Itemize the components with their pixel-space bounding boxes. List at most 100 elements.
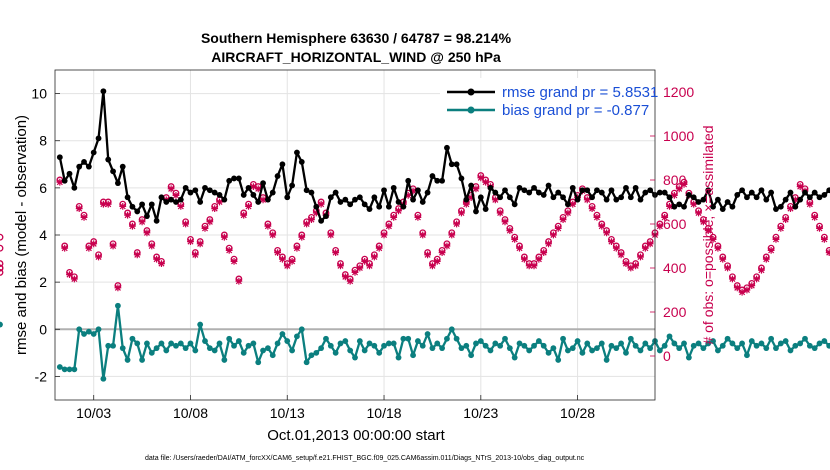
obs-assimilated-marker [346, 277, 354, 285]
rmse-point [410, 196, 416, 203]
rmse-point [153, 217, 160, 224]
rmse-point [361, 201, 368, 208]
obs-assimilated-marker [690, 200, 698, 208]
obs-assimilated-point [201, 225, 209, 232]
bias-point [516, 340, 523, 347]
rmse-point [284, 194, 291, 201]
rmse-point [821, 192, 828, 198]
obs-assimilated-point [554, 225, 562, 232]
obs-assimilated-marker [274, 249, 281, 256]
obs-assimilated-marker [583, 196, 591, 204]
bias-point [235, 338, 242, 344]
footnote: data file: /Users/raeder/DAI/ATM_forcXX/… [145, 455, 585, 462]
obs-assimilated-marker [782, 216, 790, 223]
rmse-point [221, 196, 228, 203]
rmse-point [753, 194, 760, 201]
obs-assimilated-marker [380, 231, 388, 239]
obs-assimilated-marker [724, 264, 731, 272]
rmse-point [323, 213, 329, 220]
obs-assimilated-marker [816, 225, 823, 232]
bias-point [511, 354, 518, 361]
rmse-point [260, 180, 266, 187]
obs-assimilated-marker [796, 183, 804, 190]
bias-point [298, 326, 305, 333]
rmse-point [255, 199, 262, 205]
obs-assimilated-point [670, 192, 678, 199]
obs-assimilated-point [70, 275, 78, 283]
bias-point [284, 338, 291, 344]
rmse-point [700, 196, 707, 203]
rmse-point [589, 194, 595, 201]
bias-point [163, 347, 170, 354]
rmse-point [487, 184, 494, 191]
obs-assimilated-marker [259, 196, 267, 204]
obs-assimilated-point [308, 216, 315, 223]
obs-assimilated-marker [733, 284, 741, 292]
obs-assimilated-marker [496, 209, 504, 217]
obs-assimilated-point [317, 200, 325, 208]
obs-assimilated-point [458, 209, 465, 217]
bias-point [260, 347, 266, 354]
rmse-point [632, 184, 639, 191]
y2-tick-label: 400 [663, 260, 687, 276]
obs-assimilated-point [772, 236, 780, 243]
rmse-point [695, 199, 702, 205]
bias-point [806, 342, 813, 349]
obs-assimilated-marker [608, 238, 615, 245]
obs-assimilated-point [564, 209, 572, 217]
bias-point [802, 335, 808, 342]
obs-assimilated-point [240, 211, 248, 219]
rmse-point [216, 192, 223, 198]
rmse-point [806, 194, 813, 201]
obs-assimilated-point [637, 253, 644, 261]
obs-assimilated-point [511, 236, 519, 243]
obs-assimilated-point [632, 262, 640, 270]
y2-tick-label: 200 [663, 304, 687, 320]
rmse-point [332, 189, 339, 196]
x-tick-label: 10/03 [76, 405, 111, 421]
obs-assimilated-point [559, 216, 567, 223]
rmse-point [90, 149, 97, 156]
rmse-point [613, 196, 620, 203]
rmse-point [294, 149, 300, 156]
bias-point [419, 342, 426, 349]
rmse-point [579, 187, 586, 194]
obs-assimilated-point [791, 196, 799, 204]
obs-assimilated-point [588, 205, 596, 212]
obs-assimilated-marker [632, 262, 640, 270]
obs-assimilated-marker [545, 240, 552, 248]
bias-point [434, 340, 441, 347]
bias-point [729, 340, 736, 347]
rmse-point [415, 187, 421, 194]
obs-assimilated-marker [695, 209, 702, 217]
obs-assimilated-point [390, 214, 398, 221]
obs-assimilated-point [85, 244, 93, 252]
rmse-point [710, 203, 716, 210]
bias-point [560, 335, 566, 342]
obs-assimilated-point [443, 242, 451, 250]
rmse-point [598, 189, 605, 196]
rmse-point [647, 187, 654, 194]
bias-point [158, 340, 165, 347]
rmse-point [385, 203, 392, 210]
bias-point [352, 354, 358, 361]
obs-assimilated-marker [530, 262, 538, 270]
obs-assimilated-marker [661, 214, 669, 221]
bias-point [231, 342, 237, 349]
bias-point [521, 342, 528, 349]
obs-assimilated-marker [637, 253, 644, 261]
rmse-point [158, 194, 165, 201]
chart-title: Southern Hemisphere 63630 / 64787 = 98.2… [201, 30, 512, 46]
obs-assimilated-marker [429, 262, 436, 270]
bias-point [110, 342, 116, 349]
bias-point [177, 340, 184, 347]
obs-assimilated-marker [443, 242, 451, 250]
obs-assimilated-point [153, 255, 161, 263]
rmse-point [787, 189, 794, 196]
x-tick-label: 10/23 [463, 405, 498, 421]
obs-assimilated-point [346, 277, 354, 285]
bias-point [347, 347, 354, 354]
obs-assimilated-marker [772, 236, 780, 243]
rmse-point [129, 203, 136, 210]
